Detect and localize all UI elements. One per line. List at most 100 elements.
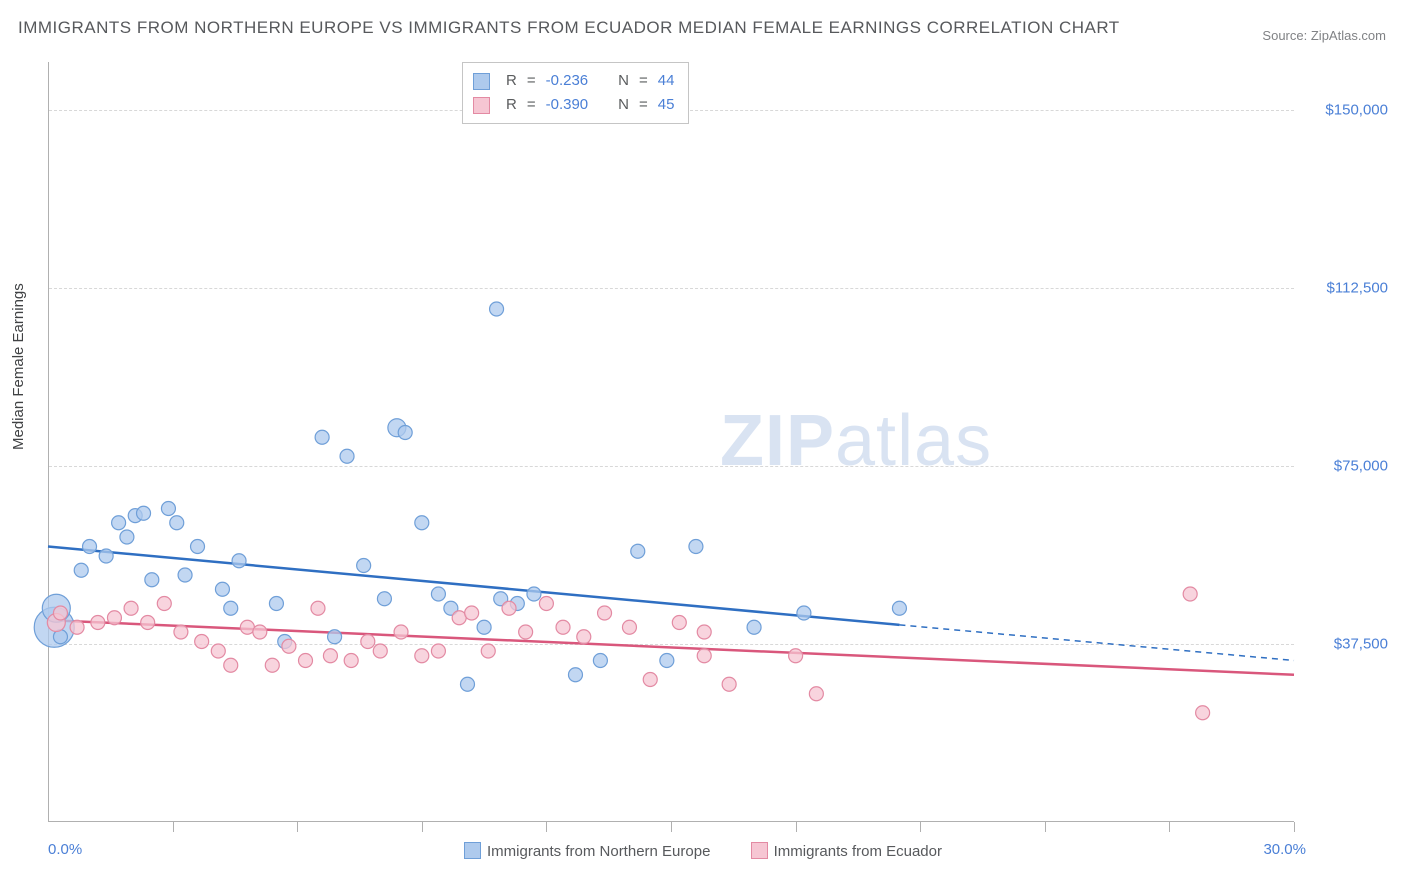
stats-r-label: R: [506, 69, 517, 93]
data-point: [340, 449, 354, 463]
stats-swatch-1: [473, 73, 490, 90]
data-point: [315, 430, 329, 444]
data-point: [124, 601, 138, 615]
data-point: [527, 587, 541, 601]
stats-r-value-2: -0.390: [546, 93, 589, 117]
data-point: [460, 677, 474, 691]
x-tick: [671, 822, 672, 832]
data-point: [697, 649, 711, 663]
data-point: [490, 302, 504, 316]
data-point: [99, 549, 113, 563]
data-point: [809, 687, 823, 701]
x-tick: [796, 822, 797, 832]
data-point: [224, 601, 238, 615]
data-point: [323, 649, 337, 663]
stats-eq: =: [639, 69, 648, 93]
x-tick: [1169, 822, 1170, 832]
data-point: [224, 658, 238, 672]
data-point: [265, 658, 279, 672]
stats-eq: =: [527, 69, 536, 93]
stats-r-value-1: -0.236: [546, 69, 589, 93]
data-point: [253, 625, 267, 639]
source-attribution: Source: ZipAtlas.com: [1262, 28, 1386, 43]
stats-row-series2: R = -0.390 N = 45: [473, 93, 674, 117]
legend-swatch-2: [751, 842, 768, 859]
regression-extrapolation: [899, 625, 1294, 661]
chart-title: IMMIGRANTS FROM NORTHERN EUROPE VS IMMIG…: [18, 18, 1120, 38]
data-point: [1183, 587, 1197, 601]
y-tick-label: $37,500: [1334, 635, 1388, 652]
data-point: [415, 516, 429, 530]
data-point: [797, 606, 811, 620]
data-point: [892, 601, 906, 615]
data-point: [477, 620, 491, 634]
data-point: [83, 540, 97, 554]
data-point: [141, 616, 155, 630]
y-tick-label: $150,000: [1325, 101, 1388, 118]
data-point: [70, 620, 84, 634]
stats-eq: =: [527, 93, 536, 117]
source-label: Source:: [1262, 28, 1307, 43]
data-point: [394, 625, 408, 639]
legend-label-2: Immigrants from Ecuador: [774, 843, 942, 860]
data-point: [191, 540, 205, 554]
data-point: [215, 582, 229, 596]
data-point: [431, 587, 445, 601]
data-point: [722, 677, 736, 691]
x-tick: [920, 822, 921, 832]
x-tick: [422, 822, 423, 832]
data-point: [593, 654, 607, 668]
data-point: [415, 649, 429, 663]
data-point: [211, 644, 225, 658]
x-tick: [546, 822, 547, 832]
legend-item-2: Immigrants from Ecuador: [751, 843, 942, 860]
data-point: [107, 611, 121, 625]
x-tick: [1045, 822, 1046, 832]
data-point: [170, 516, 184, 530]
data-point: [689, 540, 703, 554]
data-point: [747, 620, 761, 634]
data-point: [357, 559, 371, 573]
data-point: [161, 502, 175, 516]
data-point: [660, 654, 674, 668]
stats-n-value-2: 45: [658, 93, 675, 117]
data-point: [539, 597, 553, 611]
data-point: [120, 530, 134, 544]
data-point: [137, 506, 151, 520]
data-point: [643, 673, 657, 687]
data-point: [361, 635, 375, 649]
data-point: [299, 654, 313, 668]
data-point: [178, 568, 192, 582]
stats-eq: =: [639, 93, 648, 117]
stats-r-label: R: [506, 93, 517, 117]
stats-row-series1: R = -0.236 N = 44: [473, 69, 674, 93]
data-point: [598, 606, 612, 620]
stats-n-value-1: 44: [658, 69, 675, 93]
stats-swatch-2: [473, 97, 490, 114]
legend-item-1: Immigrants from Northern Europe: [464, 843, 715, 860]
data-point: [195, 635, 209, 649]
data-point: [1196, 706, 1210, 720]
data-point: [789, 649, 803, 663]
data-point: [519, 625, 533, 639]
data-point: [344, 654, 358, 668]
x-tick: [173, 822, 174, 832]
data-point: [91, 616, 105, 630]
chart-legend: Immigrants from Northern Europe Immigran…: [0, 842, 1406, 860]
stats-n-label: N: [618, 93, 629, 117]
data-point: [282, 639, 296, 653]
data-point: [373, 644, 387, 658]
y-axis-label: Median Female Earnings: [10, 283, 27, 450]
source-link[interactable]: ZipAtlas.com: [1311, 28, 1386, 43]
data-point: [53, 606, 67, 620]
x-tick: [1294, 822, 1295, 832]
data-point: [74, 563, 88, 577]
data-point: [622, 620, 636, 634]
data-point: [145, 573, 159, 587]
data-point: [398, 426, 412, 440]
correlation-stats-box: R = -0.236 N = 44 R = -0.390 N = 45: [462, 62, 689, 124]
data-point: [174, 625, 188, 639]
data-point: [157, 597, 171, 611]
data-point: [431, 644, 445, 658]
data-point: [697, 625, 711, 639]
